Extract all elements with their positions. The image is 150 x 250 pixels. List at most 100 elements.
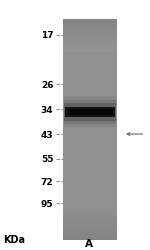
Bar (63, 120, 117, 123)
Bar (63, 203, 117, 205)
Bar (63, 124, 117, 126)
Bar (63, 174, 117, 176)
Bar (63, 36, 117, 38)
Bar (64, 97, 116, 128)
Bar (63, 212, 117, 214)
Bar (63, 219, 117, 222)
Bar (63, 78, 117, 81)
Bar (63, 166, 117, 168)
Bar (63, 218, 117, 220)
Bar (63, 49, 117, 51)
Bar (63, 22, 117, 24)
Text: 55: 55 (41, 155, 53, 164)
Bar (63, 60, 117, 62)
Bar (63, 45, 117, 48)
Bar (63, 118, 117, 121)
Bar (63, 102, 117, 104)
Bar (63, 69, 117, 71)
Bar (63, 115, 117, 117)
Bar (63, 199, 117, 202)
Bar (63, 82, 117, 84)
Bar (67, 109, 113, 116)
Text: 43: 43 (41, 130, 53, 139)
Bar (63, 113, 117, 116)
Bar (63, 56, 117, 59)
Bar (63, 126, 117, 128)
Bar (63, 54, 117, 57)
Bar (63, 179, 117, 181)
Bar (63, 80, 117, 82)
Bar (63, 76, 117, 79)
Bar (63, 192, 117, 194)
Text: 72: 72 (41, 177, 53, 186)
Bar (63, 194, 117, 196)
Bar (63, 214, 117, 216)
Bar (63, 186, 117, 188)
Bar (63, 164, 117, 167)
Bar (63, 133, 117, 136)
Bar (63, 93, 117, 95)
Bar (63, 210, 117, 212)
Bar (63, 38, 117, 40)
Bar (63, 132, 117, 134)
Bar (63, 89, 117, 92)
Bar (63, 111, 117, 114)
Bar (63, 100, 117, 102)
Bar (63, 32, 117, 35)
Bar (63, 181, 117, 183)
Bar (63, 128, 117, 130)
Bar (63, 153, 117, 156)
Bar (63, 206, 117, 209)
Bar (63, 221, 117, 224)
Bar (63, 53, 117, 55)
Bar (63, 25, 117, 28)
Bar (63, 155, 117, 158)
Bar (63, 98, 117, 101)
Bar (63, 208, 117, 210)
Bar (63, 157, 117, 159)
Bar (63, 150, 117, 152)
Bar (63, 144, 117, 146)
Text: KDa: KDa (3, 234, 25, 244)
Bar (63, 73, 117, 75)
Bar (63, 51, 117, 53)
Bar (63, 137, 117, 139)
Bar (63, 40, 117, 42)
Bar (63, 106, 117, 108)
Bar (63, 232, 117, 234)
Bar (63, 196, 117, 198)
Bar (63, 190, 117, 192)
Bar (63, 58, 117, 60)
Bar (63, 140, 117, 143)
Bar (63, 184, 117, 187)
Bar (63, 139, 117, 141)
Bar (63, 42, 117, 44)
Bar (63, 183, 117, 185)
Bar (63, 86, 117, 88)
Bar (63, 91, 117, 94)
Bar (63, 64, 117, 66)
Bar (63, 226, 117, 229)
Bar (63, 142, 117, 145)
Bar (63, 110, 117, 112)
Bar (63, 159, 117, 161)
Bar (63, 122, 117, 124)
Bar (63, 175, 117, 178)
Bar (63, 88, 117, 90)
Text: 95: 95 (41, 199, 53, 208)
Bar (63, 108, 117, 110)
Bar (63, 225, 117, 227)
Bar (63, 84, 117, 86)
Bar (63, 162, 117, 165)
Bar (63, 161, 117, 163)
Bar (63, 170, 117, 172)
Bar (64, 100, 116, 124)
Bar (63, 168, 117, 170)
Text: 17: 17 (41, 31, 53, 40)
Bar (63, 62, 117, 64)
Bar (63, 67, 117, 70)
Text: A: A (85, 238, 93, 248)
Bar (63, 188, 117, 190)
Bar (63, 148, 117, 150)
Bar (63, 71, 117, 73)
